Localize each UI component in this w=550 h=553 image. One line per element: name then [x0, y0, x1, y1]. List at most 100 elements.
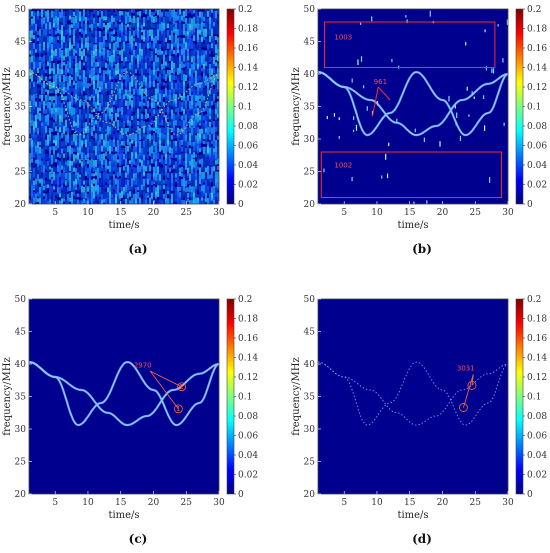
noise-cell — [79, 139, 81, 151]
noise-cell — [83, 83, 85, 90]
noise-cell — [91, 153, 93, 160]
noise-cell — [31, 23, 33, 33]
noise-cell — [79, 11, 81, 22]
noise-cell — [89, 83, 91, 87]
noise-cell — [109, 43, 111, 49]
noise-cell — [49, 11, 51, 21]
noise-cell — [143, 102, 145, 106]
noise-cell — [71, 48, 73, 57]
colorbar-tick-label: 0.16 — [527, 44, 547, 54]
noise-cell — [77, 152, 79, 162]
y-tick-label: 20 — [304, 490, 316, 500]
noise-cell — [75, 101, 77, 114]
colorbar-tick-label: 0.04 — [238, 161, 258, 171]
noise-cell — [149, 159, 151, 171]
noise-cell — [205, 17, 207, 28]
noise-cell — [143, 114, 145, 120]
noise-cell — [97, 74, 99, 84]
noise-cell — [137, 75, 139, 82]
noise-cell — [181, 48, 183, 57]
noise-cell — [165, 16, 167, 29]
noise-cell — [213, 74, 215, 85]
noise-cell — [77, 80, 79, 92]
noise-cell — [147, 134, 149, 139]
noise-cell — [59, 135, 61, 140]
noise-cell — [145, 62, 147, 69]
noise-cell — [153, 145, 155, 151]
noise-cell — [181, 61, 183, 69]
noise-cell — [93, 165, 95, 172]
noise-cell — [45, 145, 47, 150]
noise-cell — [153, 133, 155, 142]
noise-cell — [41, 18, 43, 27]
noise-cell — [139, 22, 141, 29]
noise-cell — [193, 16, 195, 26]
noise-cell — [51, 24, 53, 33]
noise-cell — [171, 186, 173, 191]
noise-cell — [89, 128, 91, 135]
spurious-point — [465, 42, 467, 46]
noise-cell — [61, 30, 63, 40]
noise-cell — [103, 100, 105, 107]
noise-cell — [189, 185, 191, 193]
noise-cell — [43, 121, 45, 129]
noise-cell — [165, 197, 167, 204]
noise-cell — [79, 28, 81, 32]
noise-cell — [101, 74, 103, 85]
noise-cell — [143, 172, 145, 177]
noise-cell — [129, 126, 131, 137]
noise-cell — [33, 49, 35, 59]
noise-cell — [63, 16, 65, 27]
noise-cell — [151, 166, 153, 171]
noise-cell — [127, 55, 129, 60]
noise-cell — [145, 146, 147, 158]
noise-cell — [157, 166, 159, 175]
noise-cell — [83, 23, 85, 36]
colorbar-tick-label: 0.04 — [527, 161, 547, 171]
noise-cell — [85, 95, 87, 106]
noise-cell — [53, 165, 55, 173]
noise-cell — [205, 114, 207, 125]
noise-cell — [57, 63, 59, 70]
noise-cell — [89, 191, 91, 202]
noise-cell — [93, 10, 95, 14]
noise-cell — [127, 89, 129, 97]
annotation-label: 1002 — [334, 162, 352, 170]
noise-cell — [29, 74, 31, 79]
noise-cell — [81, 119, 83, 128]
noise-cell — [147, 22, 149, 34]
noise-cell — [199, 148, 201, 152]
y-tick-label: 40 — [304, 70, 316, 80]
noise-cell — [57, 159, 59, 168]
noise-cell — [125, 167, 127, 175]
noise-cell — [135, 11, 137, 23]
noise-cell — [37, 75, 39, 82]
plot-content: 3031 — [318, 361, 508, 426]
noise-cell — [83, 16, 85, 22]
noise-cell — [119, 185, 121, 191]
x-tick-label: 30 — [502, 498, 514, 508]
noise-cell — [73, 61, 75, 67]
noise-cell — [201, 94, 203, 102]
noise-cell — [79, 48, 81, 57]
noise-cell — [189, 127, 191, 136]
noise-cell — [169, 171, 171, 183]
noise-cell — [99, 165, 101, 173]
noise-cell — [117, 108, 119, 117]
noise-cell — [157, 62, 159, 72]
noise-cell — [197, 89, 199, 100]
noise-cell — [61, 159, 63, 170]
noise-cell — [51, 173, 53, 178]
signal-curve-highlight — [318, 71, 508, 136]
noise-cell — [51, 185, 53, 195]
noise-cell — [115, 109, 117, 115]
noise-cell — [181, 107, 183, 112]
noise-cell — [105, 120, 107, 128]
noise-cell — [123, 179, 125, 190]
noise-cell — [109, 197, 111, 204]
noise-cell — [211, 173, 213, 182]
noise-cell — [93, 126, 95, 132]
noise-cell — [93, 178, 95, 184]
noise-cell — [77, 128, 79, 134]
spurious-point — [357, 59, 359, 66]
